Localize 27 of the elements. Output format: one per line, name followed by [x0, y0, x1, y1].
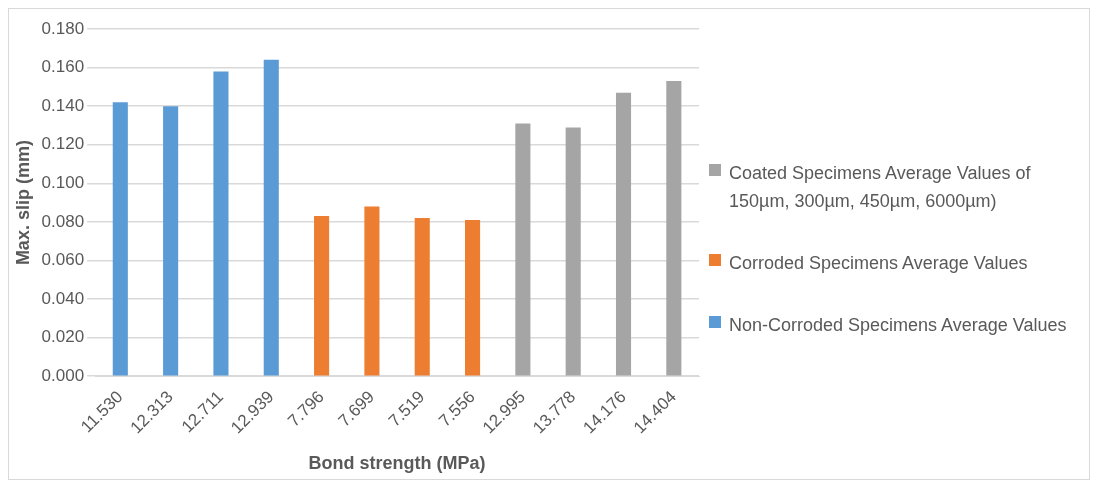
- y-tick-label: 0.120: [41, 134, 85, 154]
- bar: [213, 71, 229, 376]
- bar: [515, 123, 531, 376]
- y-tick-label: 0.180: [41, 18, 85, 38]
- y-tick-label: 0.000: [41, 365, 85, 385]
- bar: [565, 127, 581, 376]
- legend-label: Coated Specimens Average Values of 150µm, 300µm, 450µm, 6000µm): [729, 162, 1032, 213]
- bar: [364, 206, 380, 376]
- y-tick-label: 0.020: [41, 327, 85, 347]
- y-tick-label: 0.060: [41, 250, 85, 270]
- bar: [615, 92, 632, 376]
- bar: [314, 216, 330, 376]
- y-tick-label: 0.040: [41, 288, 85, 308]
- y-axis-title: Max. slip (mm): [12, 140, 33, 266]
- bar: [112, 102, 128, 376]
- y-tick-label: 0.100: [41, 173, 85, 192]
- bar: [263, 59, 279, 376]
- x-axis-title: Bond strength (MPa): [308, 453, 486, 474]
- y-tick-label: 0.160: [41, 57, 85, 77]
- bar: [163, 106, 179, 376]
- y-tick-label: 0.140: [41, 95, 85, 115]
- legend-label: Non-Corroded Specimens Average Values: [729, 314, 1068, 337]
- bar: [414, 218, 430, 376]
- y-tick-label: 0.080: [41, 211, 85, 231]
- bar: [666, 81, 682, 376]
- bar: [465, 219, 481, 376]
- legend-label: Corroded Specimens Average Values: [729, 252, 1029, 275]
